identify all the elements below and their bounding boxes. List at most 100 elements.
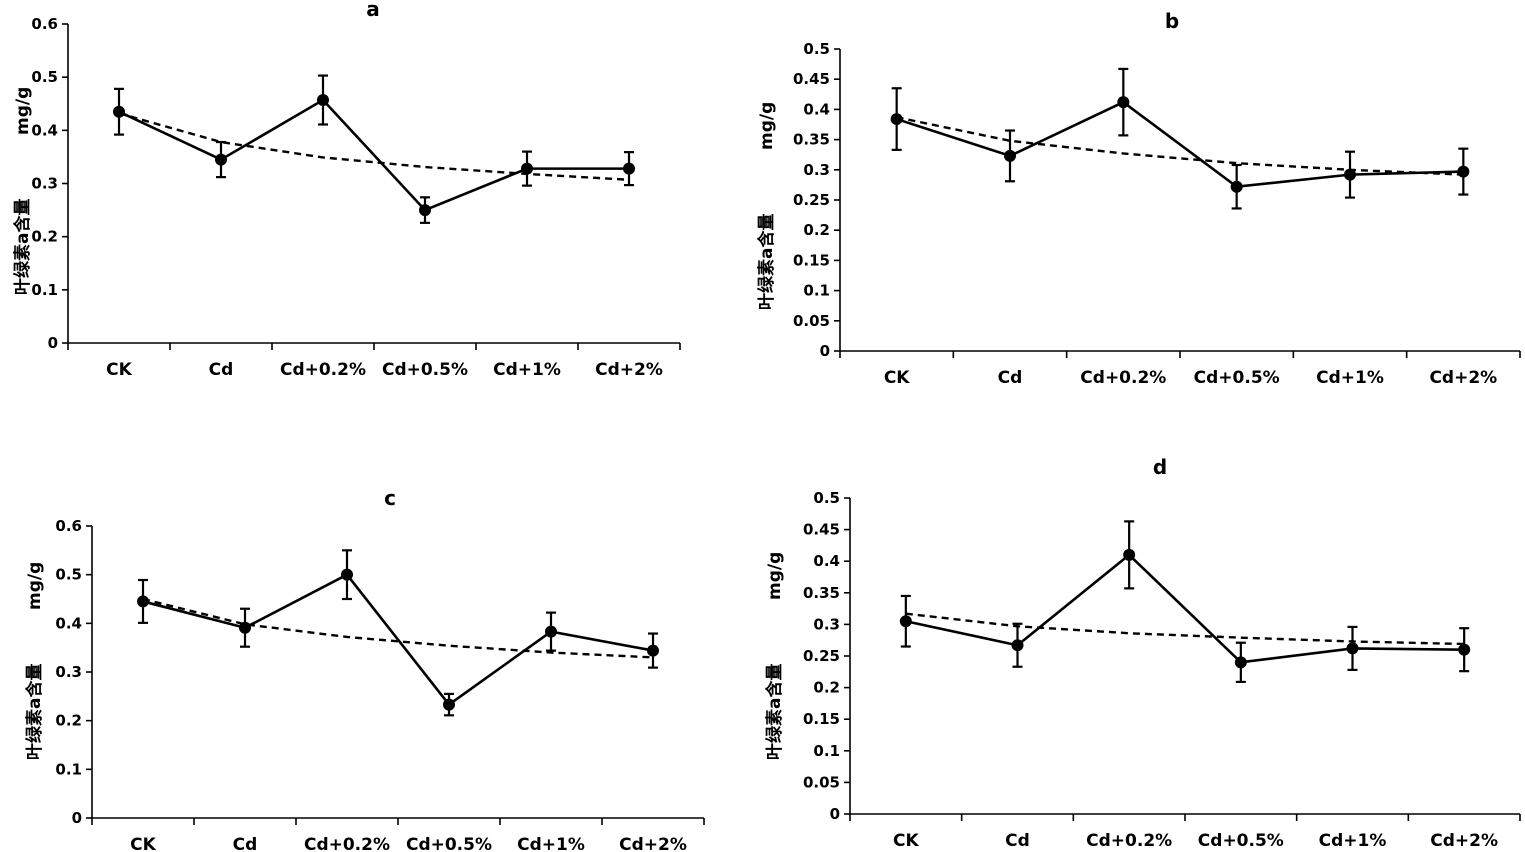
x-tick-label: Cd (209, 360, 234, 380)
data-point (1117, 96, 1130, 109)
data-point (239, 621, 251, 634)
y-axis-label-unit: mg/g (757, 102, 777, 150)
y-tick-label: 0.35 (793, 131, 830, 149)
y-tick-label: 0.2 (55, 712, 82, 730)
data-point (341, 568, 353, 581)
y-tick-label: 0 (830, 805, 840, 823)
y-tick-label: 0.2 (813, 679, 840, 697)
panel-title: a (366, 0, 380, 21)
y-tick-label: 0.15 (803, 710, 840, 728)
x-tick-label: CK (884, 368, 910, 388)
trend-line (905, 612, 1465, 646)
x-tick-label: Cd+0.2% (1086, 831, 1172, 851)
trend-line (142, 597, 654, 659)
data-point (317, 94, 329, 107)
x-tick-label: Cd (998, 368, 1023, 388)
panel-a: a 叶绿素a含量 mg/g 0 0.1 0.2 0.3 0.4 0.5 0.6 CK Cd Cd+… (12, 0, 681, 380)
y-tick-label: 0.4 (31, 121, 58, 139)
data-point (137, 595, 149, 608)
y-tick-label: 0.4 (813, 552, 840, 570)
x-tick-label: Cd (1005, 831, 1030, 851)
panel-title: d (1153, 455, 1167, 479)
y-tick-label: 0.5 (55, 566, 82, 584)
x-tick-label: Cd+0.2% (304, 835, 390, 852)
y-tick-label: 0 (820, 342, 830, 360)
series-line (905, 553, 1465, 664)
data-point (899, 615, 912, 628)
y-axis-label-unit: mg/g (13, 87, 33, 135)
y-axis-label-text: 叶绿素a含量 (12, 199, 33, 295)
data-point (215, 153, 227, 166)
y-tick-label: 0.5 (803, 40, 830, 58)
y-tick-label: 0.3 (803, 161, 830, 179)
y-tick-label: 0.05 (803, 773, 840, 791)
data-point (1234, 656, 1247, 669)
y-axis-label-text: 叶绿素a含量 (24, 664, 45, 760)
series-line (118, 98, 629, 212)
y-tick-label: 0.45 (793, 70, 830, 88)
x-tick-label: Cd+1% (493, 360, 561, 380)
y-tick-label: 0.5 (31, 68, 58, 86)
y-tick-label: 0.3 (813, 615, 840, 633)
data-point (1346, 642, 1359, 655)
y-tick-label: 0.25 (793, 191, 830, 209)
x-tick-label: CK (893, 831, 919, 851)
data-point (1011, 639, 1024, 652)
plot-area: 0 0.1 0.2 0.3 0.4 0.5 0.6 CK Cd Cd+0.2% Cd+0.5% Cd+… (55, 517, 705, 852)
y-axis-label-unit: mg/g (765, 552, 785, 600)
x-tick-label: Cd+0.2% (280, 360, 366, 380)
x-tick-label: Cd+0.2% (1080, 368, 1166, 388)
y-axis-label-text: 叶绿素a含量 (756, 214, 777, 310)
x-tick-label: Cd+0.5% (1194, 368, 1280, 388)
trend-line (118, 112, 630, 181)
data-point (1458, 643, 1471, 656)
y-axis-label: 叶绿素a含量 mg/g (764, 552, 785, 760)
y-tick-label: 0.45 (803, 521, 840, 539)
data-point (521, 162, 533, 175)
y-tick-label: 0.15 (793, 251, 830, 269)
y-axis-label-text: 叶绿素a含量 (764, 664, 785, 760)
x-tick-label: Cd (233, 835, 258, 852)
data-point (545, 625, 557, 638)
x-tick-label: CK (130, 835, 156, 852)
x-tick-label: Cd+1% (517, 835, 585, 852)
y-tick-label: 0.6 (55, 517, 82, 535)
plot-area: 0 0.05 0.1 0.15 0.2 0.25 0.3 0.35 0.4 0.45 0.5 CK Cd… (793, 40, 1521, 388)
y-axis-label-unit: mg/g (25, 562, 45, 610)
series-line (896, 100, 1464, 189)
y-axis-label: 叶绿素a含量 mg/g (12, 87, 33, 295)
y-tick-label: 0.3 (55, 663, 82, 681)
y-tick-label: 0.2 (803, 221, 830, 239)
y-tick-label: 0.4 (803, 100, 830, 118)
y-tick-label: 0 (48, 334, 58, 352)
x-tick-label: Cd+2% (1430, 831, 1498, 851)
data-point (1457, 165, 1470, 178)
x-tick-label: Cd+2% (619, 835, 687, 852)
y-axis-label: 叶绿素a含量 mg/g (24, 562, 45, 760)
y-tick-label: 0.1 (813, 742, 840, 760)
y-tick-label: 0 (72, 809, 82, 827)
data-point (1123, 548, 1136, 561)
data-point (890, 113, 903, 126)
y-tick-label: 0.4 (55, 614, 82, 632)
plot-area: 0 0.05 0.1 0.15 0.2 0.25 0.3 0.35 0.4 0.45 0.5 CK Cd… (803, 489, 1521, 851)
data-point (419, 204, 431, 217)
panel-c: c 叶绿素a含量 mg/g 0 0.1 0.2 0.3 0.4 0.5 0.6 CK Cd Cd+… (24, 486, 705, 852)
x-tick-label: CK (106, 360, 132, 380)
y-axis-label: 叶绿素a含量 mg/g (756, 102, 777, 310)
data-point (113, 105, 125, 118)
data-point (443, 698, 455, 711)
data-point (1230, 180, 1243, 193)
x-tick-label: Cd+1% (1319, 831, 1387, 851)
panel-d: d 叶绿素a含量 mg/g 0 0.05 0.1 0.15 0.2 0.25 0.3 0.35… (764, 455, 1521, 851)
y-tick-label: 0.5 (813, 489, 840, 507)
y-tick-label: 0.3 (31, 175, 58, 193)
data-point (623, 162, 635, 175)
panel-title: c (384, 486, 396, 510)
panel-b: b 叶绿素a含量 mg/g 0 0.05 0.1 0.15 0.2 0.25 0.3 0.35… (756, 9, 1521, 388)
y-tick-label: 0.2 (31, 228, 58, 246)
y-tick-label: 0.6 (31, 15, 58, 33)
y-tick-label: 0.35 (803, 584, 840, 602)
y-tick-label: 0.05 (793, 312, 830, 330)
